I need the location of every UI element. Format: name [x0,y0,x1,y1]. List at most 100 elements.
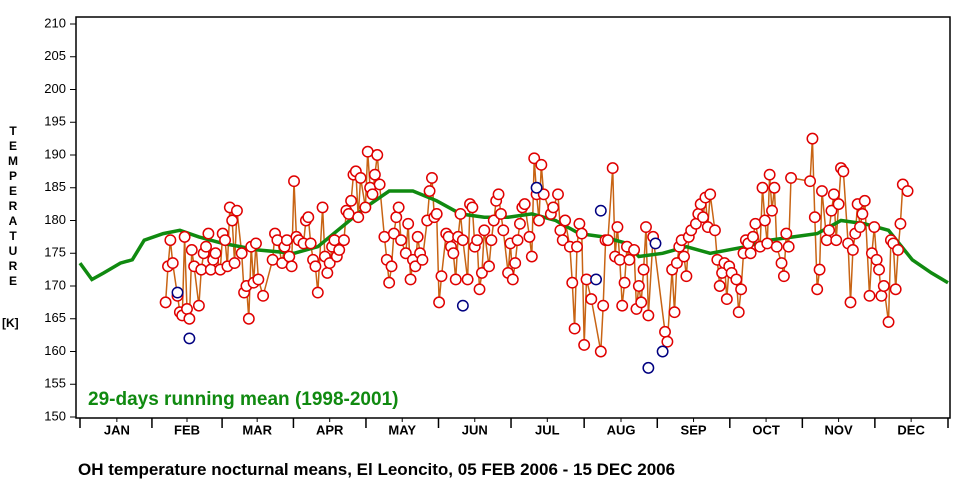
data-point [257,289,270,302]
data-point [433,296,446,309]
data-point [471,234,484,247]
data-point [713,280,726,292]
data-point [392,201,405,214]
data-point [311,286,324,299]
data-point [559,214,572,227]
data-point [390,211,403,224]
data-point [578,339,591,351]
data-point [573,217,586,230]
data-point [404,273,417,286]
data-point [456,299,469,312]
data-point [426,171,438,184]
x-tick-label: DEC [897,422,925,437]
data-point [178,230,191,243]
data-point [333,244,346,256]
data-point [594,204,607,217]
data-point [323,257,336,270]
data-point [354,171,367,184]
data-point [242,312,255,325]
data-point [416,253,429,266]
data-point [670,257,683,270]
data-point [537,188,550,201]
data-point [552,188,564,201]
data-point [494,208,507,220]
data-point [478,224,491,237]
data-point [556,234,569,247]
y-axis-label: TEMPERATURE [6,124,20,289]
data-point [882,316,895,328]
y-tick-label: 185 [44,179,66,194]
data-point [359,201,372,214]
data-point [535,158,548,171]
data-point [901,185,914,197]
data-point [304,237,317,250]
data-point [856,208,869,220]
y-tick-label: 170 [44,277,66,292]
data-point [554,224,567,237]
data-point [373,178,386,191]
x-tick-label: NOV [825,422,854,437]
data-point [732,306,745,319]
data-point [832,198,845,211]
y-tick-label: 155 [44,376,66,391]
data-point [623,253,636,266]
data-point [231,204,243,217]
data-point [250,237,262,250]
data-point [366,188,379,201]
data-point [409,260,422,273]
data-point [338,234,350,247]
data-point [597,299,610,312]
data-point [668,306,681,319]
data-point [461,273,474,286]
data-point [680,270,693,283]
y-tick-label: 200 [44,81,66,96]
data-point [487,214,500,227]
y-tick-label: 210 [44,15,66,30]
data-point [547,201,560,214]
data-point [321,266,334,279]
y-tick-label: 175 [44,245,66,260]
data-point [449,273,462,286]
data-point [877,280,890,292]
data-point [873,263,885,276]
data-point [763,168,776,181]
x-tick-label: SEP [681,422,707,437]
data-point [697,211,710,224]
data-point [402,217,415,230]
data-point [475,266,488,279]
data-point [616,299,629,312]
data-point [485,234,498,247]
x-tick-label: MAY [388,422,416,437]
data-point [780,227,793,240]
data-point [183,332,196,345]
data-point [509,257,522,270]
data-point [642,309,655,322]
data-point [704,188,717,201]
data-point [518,198,531,211]
data-point [858,194,871,207]
data-point [825,204,838,217]
data-point [770,240,783,253]
data-point [594,345,607,358]
data-point [285,260,298,273]
x-tick-label: JAN [104,422,130,437]
data-point [411,230,424,243]
data-point [678,250,690,263]
data-point [730,273,743,286]
data-point [171,286,184,299]
data-point [219,234,232,247]
data-point [200,240,212,253]
data-point [209,247,222,260]
data-point [894,217,907,230]
data-point [813,263,826,276]
data-point [435,270,448,283]
data-point [192,299,205,312]
data-point [618,276,631,289]
data-point [590,273,602,286]
data-point [525,250,538,263]
data-point [823,224,836,237]
data-point [628,244,641,256]
data-point [566,276,579,289]
data-point [399,247,412,260]
